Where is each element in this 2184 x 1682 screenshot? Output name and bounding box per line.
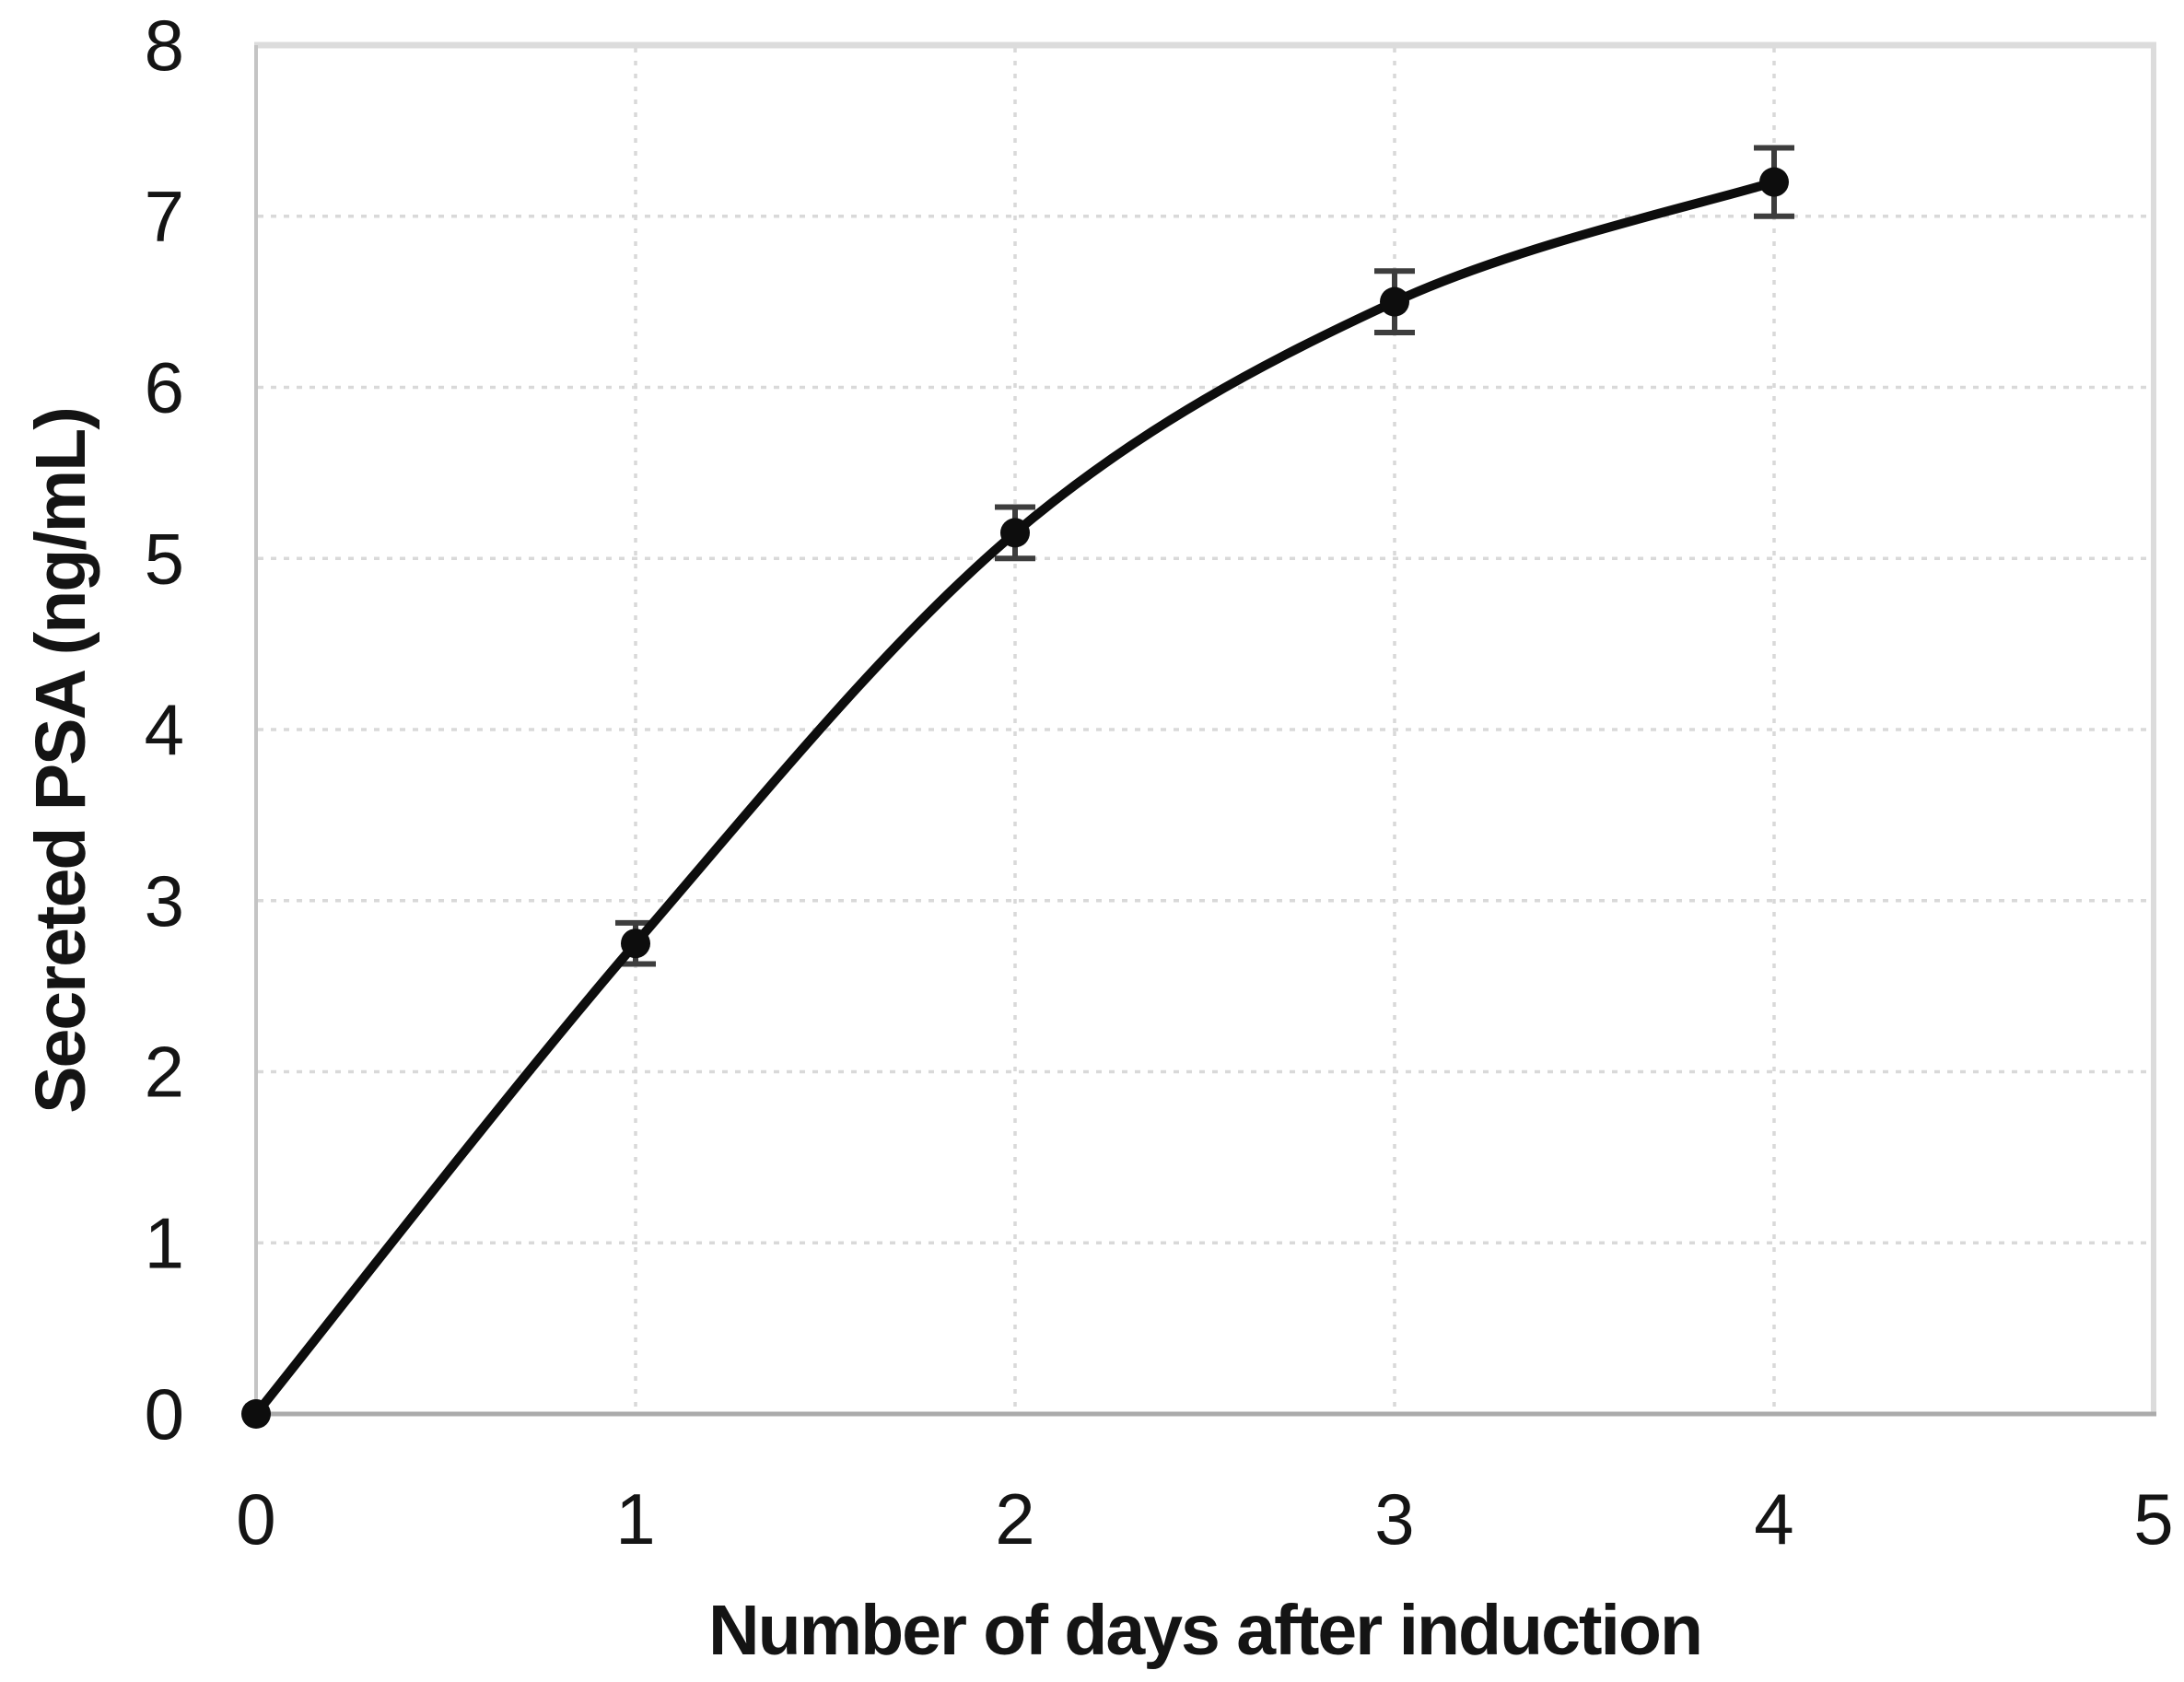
series-curve [251,177,1779,1419]
x-tick-label: 0 [236,1478,275,1559]
x-tick-label: 3 [1374,1478,1414,1559]
data-point-marker [241,1399,271,1429]
data-point-marker [1000,518,1030,548]
y-tick-label: 8 [145,5,184,86]
data-point-marker [621,929,650,959]
x-axis-title: Number of days after induction [708,1591,1701,1670]
x-tick-label: 2 [995,1478,1034,1559]
y-tick-label: 4 [145,689,184,770]
y-axis-tick-labels: 0 1 2 3 4 5 6 7 8 [145,5,184,1454]
error-bars [615,145,1794,967]
x-tick-label: 4 [1754,1478,1793,1559]
x-tick-label: 5 [2133,1478,2173,1559]
y-tick-label: 2 [145,1032,184,1113]
y-tick-label: 5 [145,518,184,599]
data-point-markers [241,167,1789,1429]
x-tick-label: 1 [615,1478,655,1559]
y-axis-title: Secreted PSA (ng/mL) [21,408,100,1114]
horizontal-gridlines [258,215,2152,1244]
y-tick-label: 0 [145,1373,184,1454]
x-axis-tick-labels: 0 1 2 3 4 5 [236,1478,2173,1559]
y-tick-label: 3 [145,860,184,941]
y-tick-label: 1 [145,1202,184,1283]
data-point-marker [1380,286,1409,317]
y-tick-label: 6 [145,347,184,428]
y-tick-label: 7 [145,176,184,257]
data-series-line [251,177,1779,1419]
plot-border [254,41,2156,1414]
data-point-marker [1759,167,1789,197]
